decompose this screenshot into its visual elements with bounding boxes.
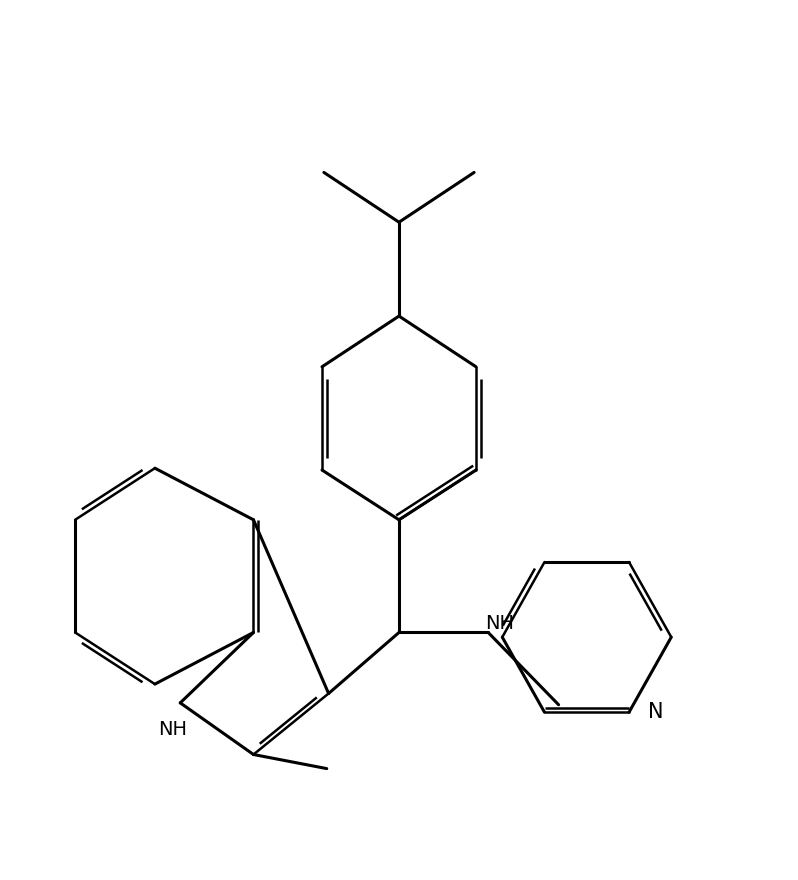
Text: N: N <box>647 702 663 722</box>
Text: NH: NH <box>485 613 514 633</box>
Text: NH: NH <box>158 720 188 738</box>
